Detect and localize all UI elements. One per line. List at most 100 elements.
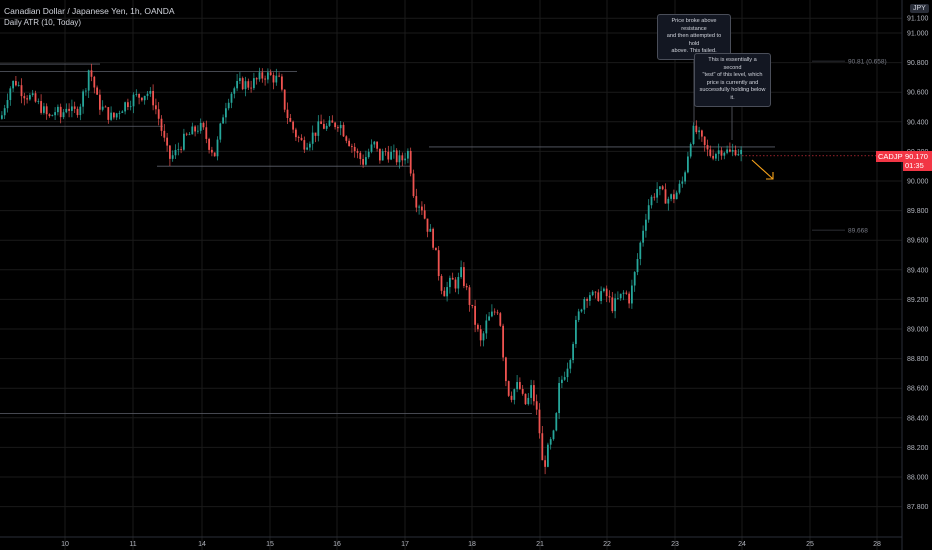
candle-body xyxy=(267,72,269,80)
candle-body xyxy=(465,285,468,288)
bar-countdown: 01:35 xyxy=(905,160,924,170)
candle-body xyxy=(250,87,252,89)
candle-body xyxy=(418,206,420,208)
candle-body xyxy=(314,132,317,136)
candle-body xyxy=(678,183,681,193)
candles xyxy=(1,63,902,475)
candle-body xyxy=(348,140,350,147)
candle-body xyxy=(295,129,297,138)
candle-body xyxy=(85,90,87,92)
candle-body xyxy=(233,88,236,94)
candle-body xyxy=(17,85,20,86)
projection-arrow xyxy=(751,159,774,180)
candle-body xyxy=(647,205,650,220)
candle-body xyxy=(449,277,451,288)
candle-body xyxy=(720,150,723,156)
time-tick-label: 18 xyxy=(468,541,476,548)
candle-body xyxy=(395,150,398,163)
candle-body xyxy=(737,154,740,156)
time-tick-label: 21 xyxy=(536,541,544,548)
candle-body xyxy=(90,70,93,77)
candle-body xyxy=(440,276,443,291)
annotation-resistance-note[interactable]: Price broke above resistance and then at… xyxy=(657,14,731,60)
candle-body xyxy=(619,293,622,299)
candle-body xyxy=(342,124,345,137)
candle-body xyxy=(320,121,322,124)
time-tick-label: 16 xyxy=(333,541,341,548)
candle-body xyxy=(493,311,496,313)
candle-body xyxy=(631,285,633,304)
candle-body xyxy=(404,158,406,161)
candle-body xyxy=(544,460,546,467)
time-tick-label: 15 xyxy=(266,541,274,548)
candle-body xyxy=(488,316,490,321)
candle-body xyxy=(653,196,656,198)
candle-body xyxy=(398,155,401,163)
candle-body xyxy=(180,149,182,151)
time-tick-label: 10 xyxy=(61,541,69,548)
candle-body xyxy=(367,151,370,158)
atr-level-label: 89.668 xyxy=(848,228,868,235)
candle-body xyxy=(211,149,213,153)
candle-body xyxy=(673,194,675,200)
candle-body xyxy=(589,295,591,301)
time-tick-label: 25 xyxy=(806,541,814,548)
candle-body xyxy=(286,109,289,118)
arrow-shaft xyxy=(751,159,774,180)
candle-body xyxy=(373,141,376,145)
candle-body xyxy=(337,127,339,129)
candle-body xyxy=(303,140,306,150)
price-tick-label: 89.400 xyxy=(907,267,929,274)
candle-body xyxy=(174,149,177,156)
candle-body xyxy=(611,297,614,312)
candle-body xyxy=(309,143,311,148)
candle-body xyxy=(510,395,513,400)
candle-body xyxy=(701,130,703,137)
price-tick-label: 90.600 xyxy=(907,90,929,97)
candle-body xyxy=(141,97,143,101)
candle-body xyxy=(118,112,121,114)
candle-body xyxy=(726,149,728,153)
candle-body xyxy=(115,113,118,118)
candle-body xyxy=(160,118,163,131)
candle-body xyxy=(460,267,462,278)
candle-body xyxy=(143,95,146,101)
candle-body xyxy=(149,90,152,94)
candle-body xyxy=(40,101,42,113)
candle-body xyxy=(43,106,45,113)
candle-body xyxy=(695,125,698,133)
candle-body xyxy=(401,155,404,161)
candle-body xyxy=(594,291,597,293)
candle-body xyxy=(463,267,465,286)
candle-body xyxy=(706,145,709,150)
candle-body xyxy=(323,123,325,129)
candle-body xyxy=(54,112,56,116)
candle-body xyxy=(479,329,482,341)
currency-badge[interactable]: JPY xyxy=(910,4,929,13)
candle-body xyxy=(650,196,653,206)
candle-body xyxy=(29,95,31,100)
candle-body xyxy=(12,80,14,89)
candle-body xyxy=(617,298,619,300)
time-tick-label: 17 xyxy=(401,541,409,548)
grid xyxy=(0,0,902,550)
candle-body xyxy=(521,388,524,394)
candle-body xyxy=(163,130,166,138)
candle-body xyxy=(575,319,577,345)
price-tick-label: 91.000 xyxy=(907,31,929,38)
candle-body xyxy=(216,139,219,157)
candle-body xyxy=(513,389,516,400)
annotation-second-test-note[interactable]: This is essentially a second "test" of t… xyxy=(694,53,771,107)
candle-body xyxy=(740,149,742,155)
candle-body xyxy=(689,144,692,157)
candle-body xyxy=(628,293,630,304)
candle-body xyxy=(283,89,286,110)
candle-body xyxy=(415,196,418,208)
candle-body xyxy=(547,444,549,467)
price-tick-label: 90.400 xyxy=(907,119,929,126)
candle-body xyxy=(9,88,12,101)
indicator-label: Daily ATR (10, Today) xyxy=(4,18,82,27)
candle-body xyxy=(264,78,266,80)
candle-body xyxy=(255,78,258,80)
